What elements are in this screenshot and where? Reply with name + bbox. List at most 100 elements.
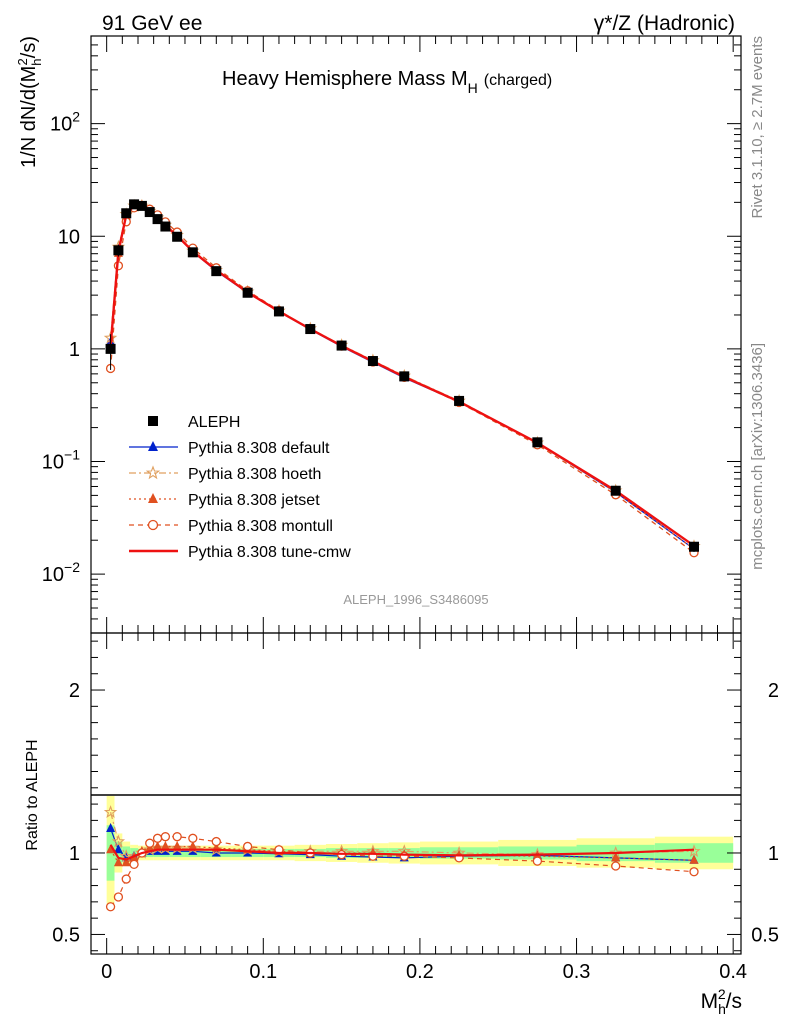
- data-point: [105, 343, 116, 354]
- ratio-series-marker: [121, 857, 131, 867]
- ratio-series-marker: [113, 857, 123, 867]
- ratio-series-marker: [129, 859, 139, 870]
- main-plot-panel: 102 10 1 10−1 10−2 Heavy Hemisphere Mass MH(…: [15, 35, 742, 634]
- data-point: [136, 200, 147, 211]
- data-point: [242, 287, 253, 298]
- legend-marker: [145, 465, 161, 480]
- legend-label: Pythia 8.308 default: [188, 440, 330, 457]
- ratio-series-marker: [689, 854, 699, 864]
- ratio-series-marker: [242, 841, 253, 852]
- data-point: [689, 541, 700, 552]
- x-axis: 0 0.1 0.2 0.3 0.4: [101, 961, 747, 983]
- data-point: [113, 245, 124, 256]
- ratio-series-marker: [106, 823, 116, 833]
- ratio-series-marker: [611, 852, 621, 862]
- legend-marker: [148, 441, 158, 451]
- ratio-series-marker: [160, 840, 170, 850]
- ratio-series-group: [103, 805, 701, 912]
- data-point: [160, 221, 171, 232]
- y-tick-label: 10−2: [42, 559, 80, 586]
- ratio-series-marker: [172, 840, 182, 850]
- legend-entry: Pythia 8.308 montull: [129, 518, 333, 535]
- legend-marker: [148, 493, 158, 503]
- ratio-frame: [90, 632, 742, 955]
- legend-entry: ALEPH: [148, 414, 240, 431]
- ratio-y-axis-label: Ratio to ALEPH: [24, 739, 41, 850]
- x-tick-label: 0.4: [719, 961, 747, 983]
- header-right-label: γ*/Z (Hadronic): [594, 12, 735, 35]
- ratio-series-marker: [113, 892, 124, 902]
- data-point: [187, 247, 198, 258]
- ratio-series-marker: [188, 840, 198, 850]
- legend-marker: [147, 519, 159, 531]
- legend-entry: Pythia 8.308 default: [129, 440, 330, 457]
- data-point: [211, 266, 222, 277]
- plot-title: Heavy Hemisphere Mass MH (charged): [222, 68, 552, 96]
- mcplots-label: mcplots.cern.ch [arXiv:1306.3436]: [749, 343, 766, 570]
- y-tick-label: 10−1: [42, 446, 80, 473]
- ratio-series-marker: [103, 805, 118, 819]
- legend-entry: Pythia 8.308 tune-cmw: [129, 544, 351, 561]
- analysis-watermark: ALEPH_1996_S3486095: [343, 592, 488, 607]
- y-tick-label: 10: [58, 226, 80, 248]
- data-point: [610, 485, 621, 496]
- legend-label: Pythia 8.308 montull: [188, 518, 333, 535]
- main-data-points: [105, 199, 700, 552]
- legend: ALEPH Pythia 8.308 default Pythia 8.308 ho…: [129, 414, 351, 561]
- ratio-y-tick-label-right: 2: [768, 680, 779, 702]
- x-tick-label: 0.1: [249, 961, 277, 983]
- x-axis-label: Mh2/s: [701, 986, 742, 1017]
- y-axis-label: 1/N dN/d(Mh2/s): [15, 36, 44, 168]
- legend-entry: Pythia 8.308 jetset: [129, 492, 320, 509]
- ratio-series-marker: [188, 833, 198, 843]
- header-left-label: 91 GeV ee: [102, 12, 202, 35]
- data-point: [532, 437, 543, 448]
- data-point: [399, 371, 410, 382]
- data-point: [121, 208, 132, 219]
- ratio-y-tick-label: 1: [69, 843, 80, 865]
- ratio-series-marker: [532, 856, 543, 866]
- data-point: [305, 324, 316, 335]
- data-point: [273, 306, 284, 317]
- ratio-y-tick-label-right: 1: [768, 843, 779, 865]
- ratio-series-marker: [172, 832, 182, 842]
- main-axis-ticks: 102 10 1 10−1 10−2: [42, 35, 741, 634]
- x-tick-label: 0: [101, 961, 112, 983]
- ratio-series-marker: [145, 838, 155, 848]
- ratio-series-marker: [111, 834, 126, 848]
- ratio-y-tick-label: 2: [69, 680, 80, 702]
- ratio-band-inner: [654, 843, 734, 863]
- x-tick-label: 0.3: [563, 961, 591, 983]
- ratio-series-marker: [113, 844, 123, 854]
- ratio-series-line: [109, 844, 695, 861]
- ratio-y-tick-label-right: 0.5: [751, 924, 779, 946]
- ratio-series-marker: [611, 861, 621, 871]
- ratio-series-marker: [121, 874, 131, 884]
- data-point: [367, 356, 378, 367]
- ratio-axis-ticks: 0.5 0.5 1 1 2 2: [52, 633, 779, 954]
- data-point: [144, 207, 155, 218]
- legend-label: Pythia 8.308 tune-cmw: [188, 544, 351, 561]
- legend-label: Pythia 8.308 hoeth: [188, 466, 321, 483]
- ratio-series-marker: [105, 902, 116, 912]
- data-point: [172, 231, 183, 242]
- x-tick-label: 0.2: [406, 961, 434, 983]
- ratio-series-marker: [153, 840, 163, 850]
- ratio-y-tick-label: 0.5: [52, 924, 80, 946]
- legend-marker: [148, 416, 158, 426]
- y-tick-label: 1: [69, 339, 80, 361]
- y-tick-label: 102: [50, 109, 80, 136]
- ratio-series-marker: [211, 836, 221, 847]
- legend-entry: Pythia 8.308 hoeth: [129, 465, 321, 483]
- data-point: [336, 340, 347, 351]
- ratio-series-marker: [160, 832, 171, 842]
- rivet-version-label: Rivet 3.1.10, ≥ 2.7M events: [749, 36, 766, 219]
- ratio-series-marker: [152, 833, 163, 843]
- ratio-plot-panel: 0.5 0.5 1 1 2 2 Ratio to ALEPH: [24, 632, 779, 955]
- legend-label: Pythia 8.308 jetset: [188, 492, 320, 509]
- data-point: [129, 199, 140, 210]
- ratio-series-marker: [106, 844, 116, 854]
- data-point: [152, 214, 163, 225]
- ratio-series-marker: [689, 867, 699, 877]
